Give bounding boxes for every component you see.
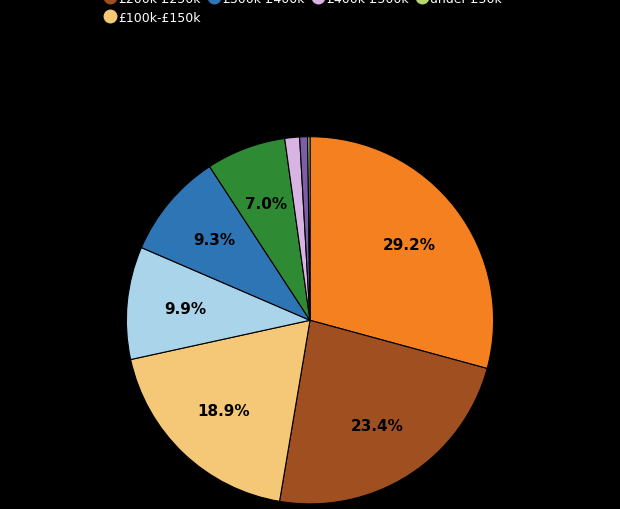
Wedge shape: [126, 248, 310, 360]
Wedge shape: [310, 137, 494, 369]
Legend: £150k-£200k, £200k-£250k, £100k-£150k, £250k-£300k, £300k-£400k, £50k-£100k, £40: £150k-£200k, £200k-£250k, £100k-£150k, £…: [104, 0, 516, 29]
Text: 29.2%: 29.2%: [383, 238, 436, 252]
Text: 9.3%: 9.3%: [193, 233, 236, 248]
Text: 18.9%: 18.9%: [198, 404, 250, 418]
Text: 7.0%: 7.0%: [245, 196, 287, 211]
Wedge shape: [210, 139, 310, 321]
Wedge shape: [285, 138, 310, 321]
Text: 9.9%: 9.9%: [165, 301, 207, 316]
Wedge shape: [280, 321, 487, 504]
Wedge shape: [299, 137, 310, 321]
Text: 23.4%: 23.4%: [351, 418, 404, 433]
Wedge shape: [141, 167, 310, 321]
Wedge shape: [131, 321, 310, 501]
Wedge shape: [308, 137, 310, 321]
